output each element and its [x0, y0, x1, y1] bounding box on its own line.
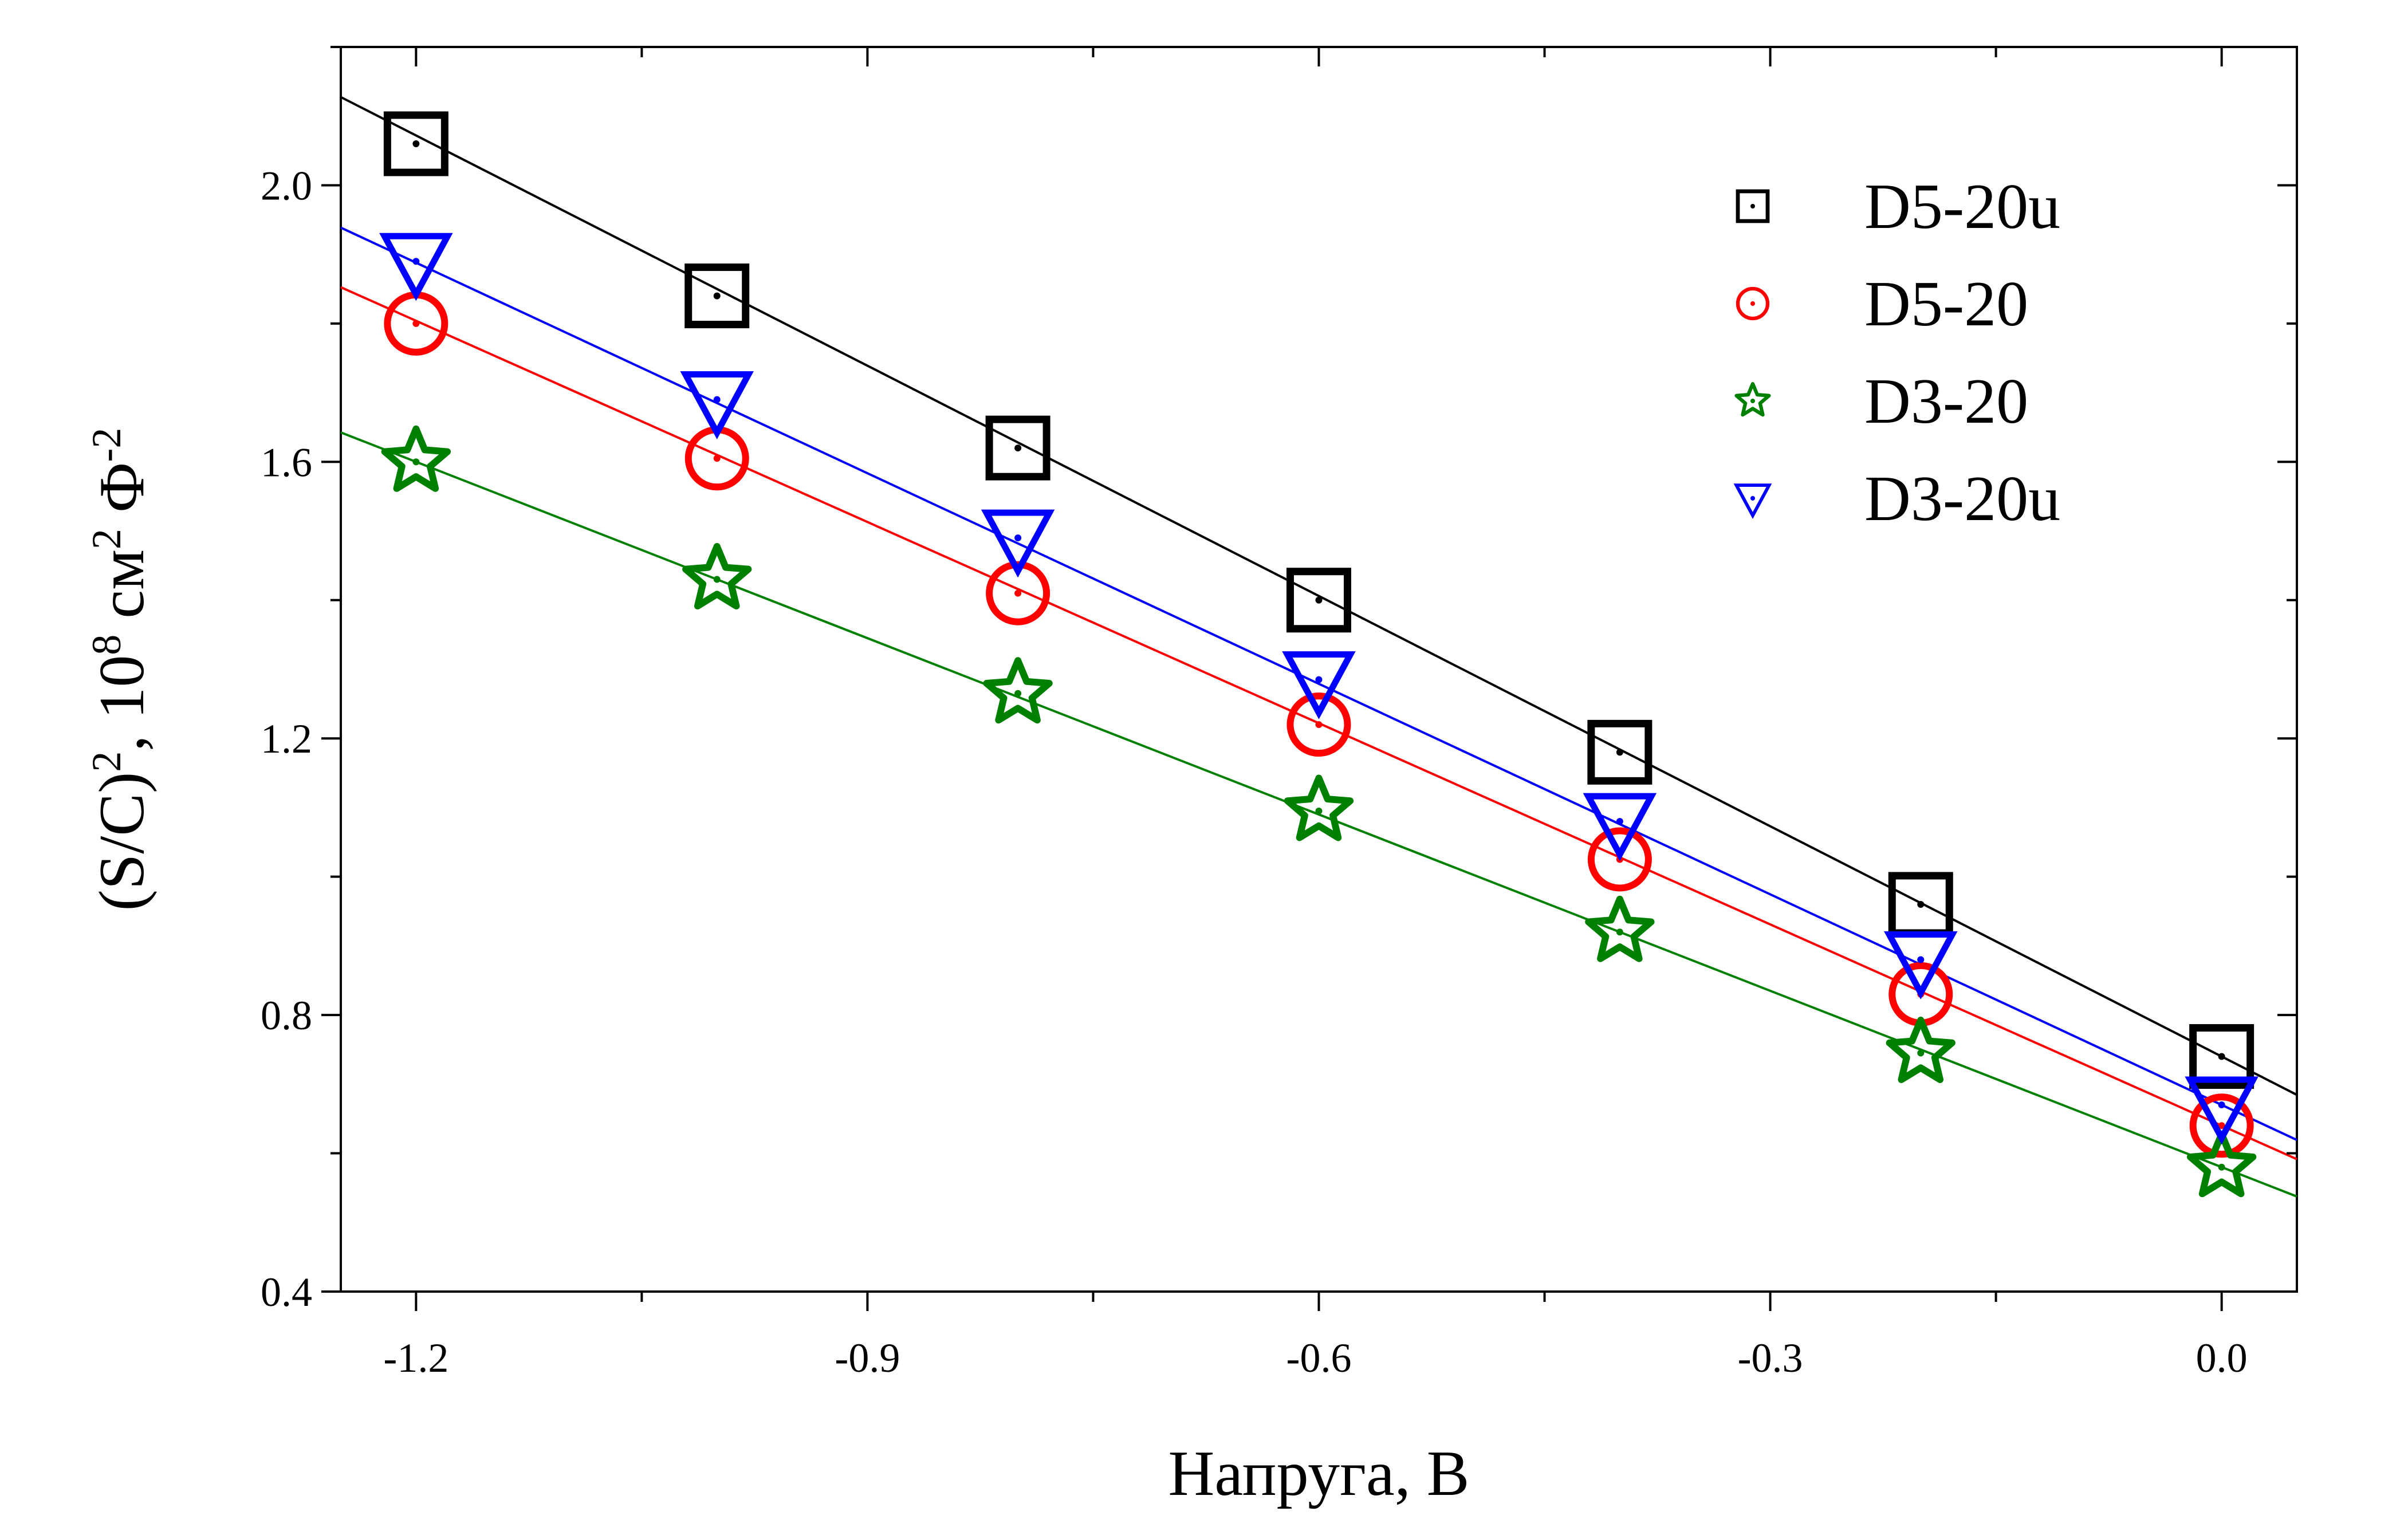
- point-d5-20: [384, 291, 448, 356]
- y-title-unit2-sup: -2: [84, 428, 129, 462]
- point-d3-20: [983, 657, 1053, 724]
- legend-label-d5-20: D5-20: [1864, 269, 2028, 340]
- point-d3-20u: [981, 509, 1055, 578]
- y-title-unit1: см: [86, 549, 158, 635]
- point-d3-20u: [379, 233, 453, 301]
- x-tick-label: -0.6: [1286, 1335, 1352, 1381]
- fit-lines: [340, 96, 2297, 1198]
- point-d5-20: [1286, 692, 1351, 757]
- point-d5-20u: [383, 111, 448, 176]
- legend-marker-d3-20: [1734, 381, 1771, 417]
- y-axis-title: (S/C)2, 108 см2 Ф-2: [84, 428, 158, 911]
- point-d3-20u: [680, 371, 754, 439]
- point-d3-20u: [1884, 931, 1958, 999]
- point-d3-20: [1886, 1017, 1955, 1084]
- data-markers: [379, 111, 2259, 1198]
- legend: D5-20u D5-20 D3-20 D3-20u: [1733, 171, 2060, 534]
- point-d3-20: [381, 425, 451, 492]
- legend-label-d5-20u: D5-20u: [1864, 171, 2060, 242]
- point-d3-20: [1284, 774, 1354, 841]
- x-tick-label: -0.9: [835, 1335, 900, 1381]
- y-tick-label: 1.2: [261, 716, 312, 762]
- point-d3-20: [2186, 1131, 2257, 1198]
- y-title-unit2: Ф: [86, 462, 158, 529]
- y-tick-label: 0.4: [261, 1269, 312, 1315]
- point-d3-20: [1585, 895, 1655, 962]
- x-tick-label: 0.0: [2196, 1335, 2248, 1381]
- point-d3-20u: [2185, 1076, 2259, 1145]
- legend-label-d3-20: D3-20: [1864, 366, 2028, 437]
- point-d3-20u: [1583, 793, 1657, 861]
- x-axis-title: Напруга, В: [1168, 1438, 1470, 1509]
- point-d3-20u: [1282, 651, 1356, 719]
- x-tick-label: -0.3: [1738, 1335, 1803, 1381]
- fit-line-d5-20u: [340, 96, 2297, 1096]
- legend-marker-d5-20u: [1736, 189, 1770, 223]
- point-d5-20u: [1587, 719, 1652, 785]
- y-tick-label: 2.0: [261, 163, 312, 208]
- y-title-power: 8: [84, 635, 129, 655]
- point-d5-20: [2189, 1093, 2254, 1158]
- y-axis: 0.4 0.8 1.2 1.6 2.0: [261, 46, 2297, 1315]
- point-d5-20u: [1286, 568, 1351, 633]
- point-d3-20: [682, 543, 752, 610]
- y-title-unit1-sup: 2: [84, 529, 129, 549]
- point-d5-20u: [684, 263, 750, 329]
- point-d5-20u: [2189, 1024, 2254, 1089]
- x-tick-label: -1.2: [383, 1335, 448, 1381]
- y-tick-label: 1.6: [261, 439, 312, 485]
- legend-marker-d5-20: [1736, 286, 1770, 321]
- legend-marker-d3-20u: [1733, 483, 1772, 519]
- y-tick-label: 0.8: [261, 993, 312, 1038]
- legend-label-d3-20u: D3-20u: [1864, 463, 2060, 534]
- fit-line-d3-20u: [340, 226, 2297, 1142]
- point-d5-20u: [985, 415, 1050, 481]
- y-title-sep: , 10: [86, 655, 158, 751]
- y-title-main: (S/C): [86, 772, 158, 911]
- y-title-main-sup: 2: [84, 751, 129, 772]
- fit-line-d3-20: [340, 431, 2297, 1198]
- x-axis: -1.2 -0.9 -0.6 -0.3 0.0: [383, 47, 2248, 1381]
- point-d5-20u: [1888, 872, 1953, 937]
